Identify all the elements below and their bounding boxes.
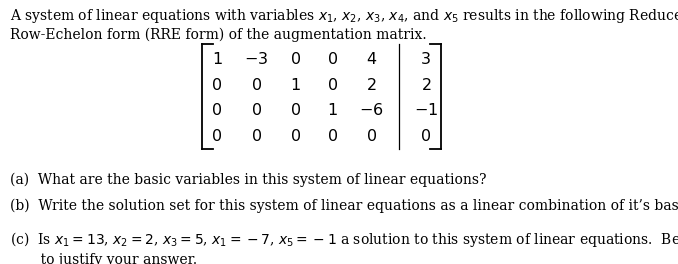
Text: $0$: $0$ [212,128,222,145]
Text: (c)  Is $x_1 = 13$, $x_2 = 2$, $x_3 = 5$, $x_1 = -7$, $x_5 = -1$ a solution to t: (c) Is $x_1 = 13$, $x_2 = 2$, $x_3 = 5$,… [10,230,678,249]
Text: $0$: $0$ [251,128,262,145]
Text: $-3$: $-3$ [244,51,268,68]
Text: $1$: $1$ [212,51,222,68]
Text: $0$: $0$ [212,102,222,119]
Text: $2$: $2$ [420,77,431,93]
Text: (a)  What are the basic variables in this system of linear equations?: (a) What are the basic variables in this… [10,173,487,187]
Text: A system of linear equations with variables $x_1$, $x_2$, $x_3$, $x_4$, and $x_5: A system of linear equations with variab… [10,7,678,25]
Text: to justify your answer.: to justify your answer. [10,253,197,264]
Text: $4$: $4$ [366,51,377,68]
Text: $-6$: $-6$ [359,102,384,119]
Text: $0$: $0$ [420,128,431,145]
Text: $-1$: $-1$ [414,102,438,119]
Text: $0$: $0$ [366,128,377,145]
Text: $0$: $0$ [327,128,338,145]
Text: $0$: $0$ [290,128,301,145]
Text: (b)  Write the solution set for this system of linear equations as a linear comb: (b) Write the solution set for this syst… [10,199,678,213]
Text: $3$: $3$ [420,51,431,68]
Text: $0$: $0$ [251,77,262,93]
Text: $1$: $1$ [290,77,301,93]
Text: $0$: $0$ [212,77,222,93]
Text: $1$: $1$ [327,102,338,119]
Text: $2$: $2$ [366,77,377,93]
Text: $0$: $0$ [290,102,301,119]
Text: $0$: $0$ [327,77,338,93]
Text: $0$: $0$ [290,51,301,68]
Text: $0$: $0$ [327,51,338,68]
Text: Row-Echelon form (RRE form) of the augmentation matrix.: Row-Echelon form (RRE form) of the augme… [10,28,426,42]
Text: $0$: $0$ [251,102,262,119]
